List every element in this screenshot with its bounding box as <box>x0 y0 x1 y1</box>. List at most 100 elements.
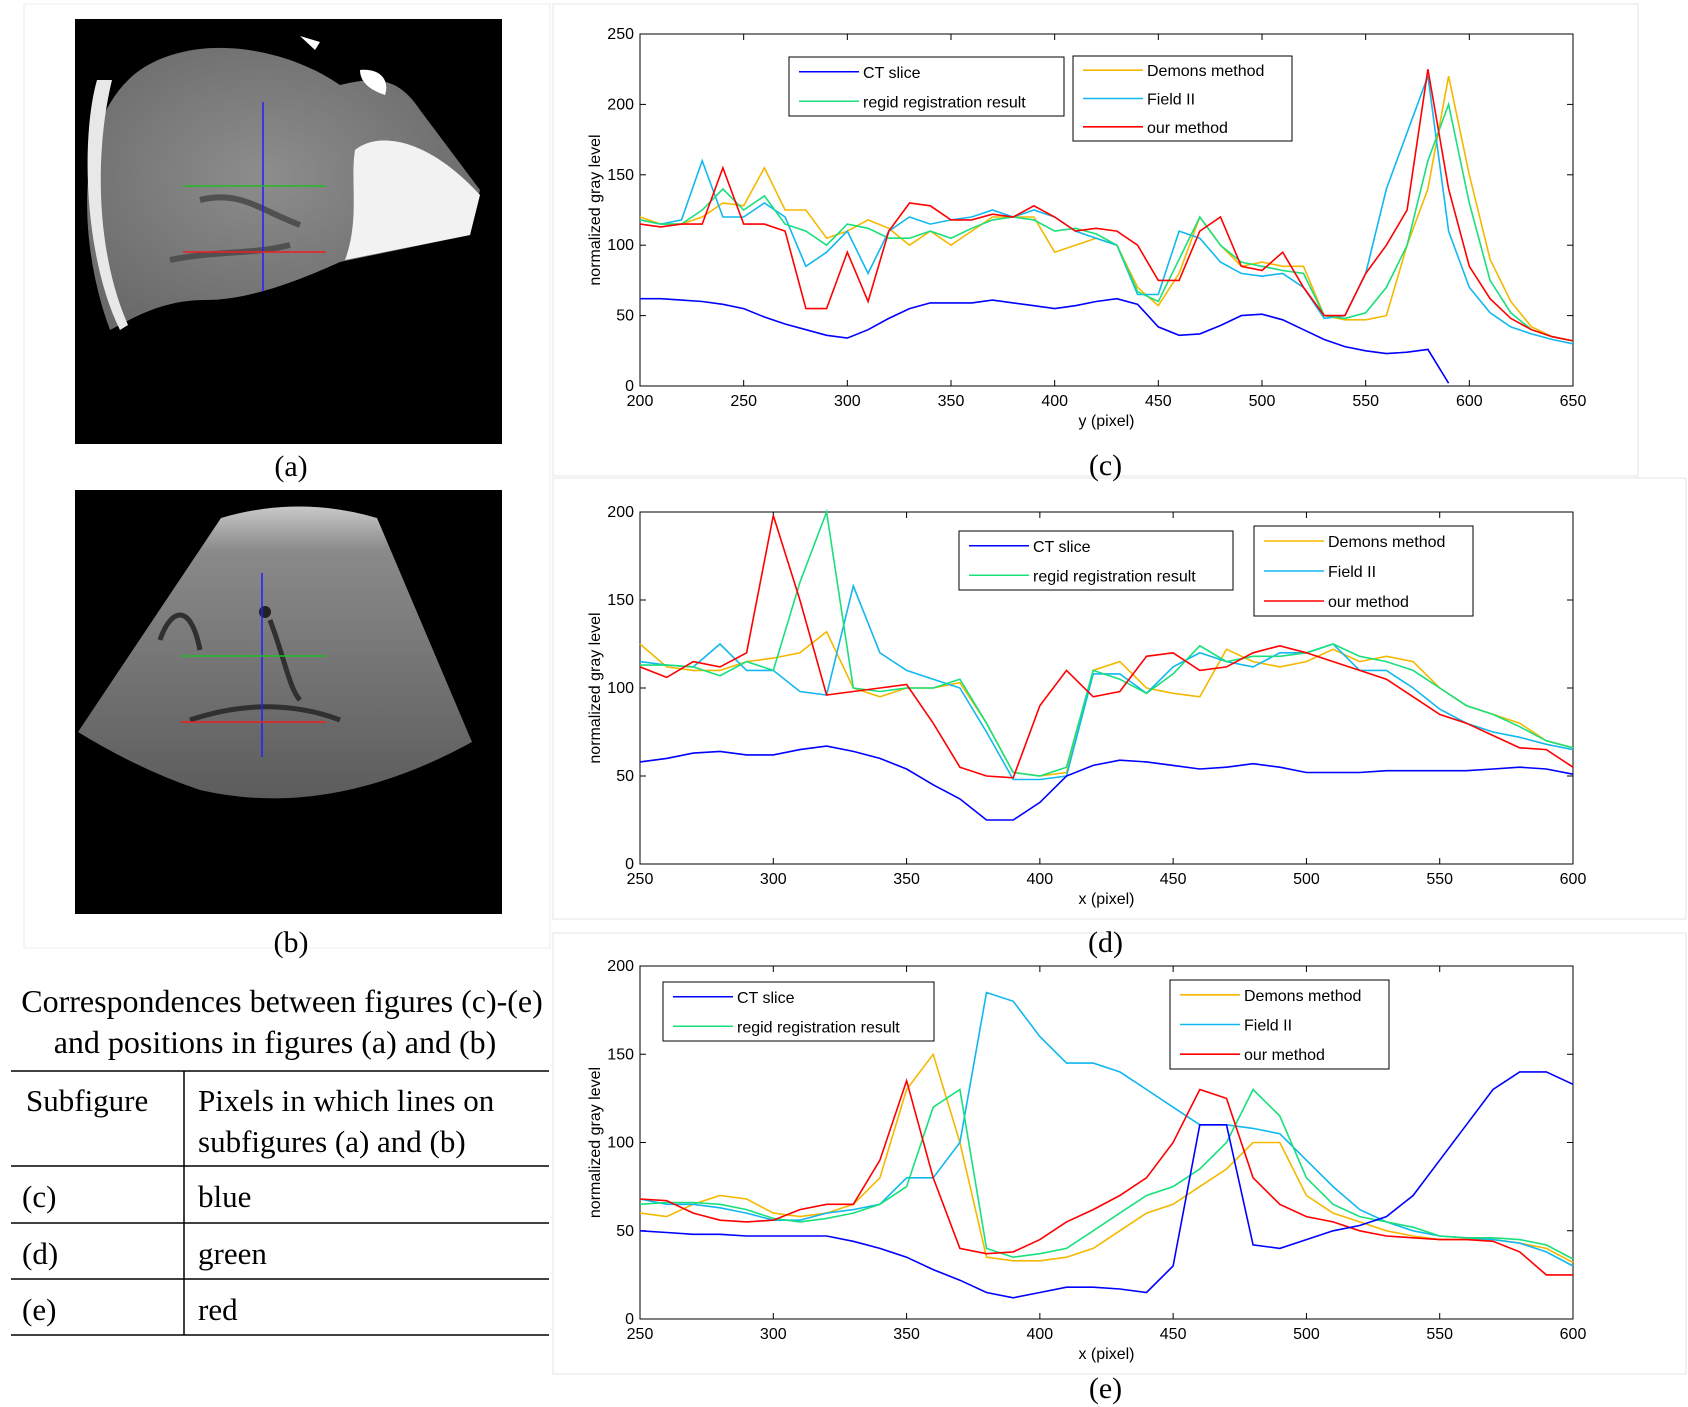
y-tick-label: 100 <box>607 1135 634 1152</box>
ultrasound-image <box>75 490 502 914</box>
x-tick-label: 450 <box>1145 393 1172 410</box>
y-tick-label: 200 <box>607 958 634 975</box>
x-tick-label: 350 <box>938 393 965 410</box>
x-tick-label: 250 <box>627 1326 654 1343</box>
series-line <box>639 1077 1573 1276</box>
x-tick-label: 500 <box>1249 393 1276 410</box>
legend-label: Demons method <box>1244 988 1361 1005</box>
table-cell: green <box>198 1236 267 1271</box>
x-tick-label: 250 <box>627 871 654 888</box>
x-tick-label: 600 <box>1456 393 1483 410</box>
series-line <box>639 69 1574 342</box>
y-tick-label: 150 <box>607 1046 634 1063</box>
y-tick-label: 200 <box>607 504 634 521</box>
table-cell: red <box>198 1292 238 1327</box>
x-tick-label: 450 <box>1160 871 1187 888</box>
legend-label: our method <box>1328 594 1409 611</box>
x-tick-label: 550 <box>1426 871 1453 888</box>
table-cell: (d) <box>22 1236 58 1271</box>
x-tick-label: 650 <box>1560 393 1587 410</box>
x-tick-label: 400 <box>1027 871 1054 888</box>
x-tick-label: 550 <box>1426 1326 1453 1343</box>
legend-box <box>788 56 1065 117</box>
series-line <box>639 745 1574 821</box>
x-tick-label: 250 <box>730 393 757 410</box>
x-tick-label: 450 <box>1160 1326 1187 1343</box>
y-tick-label: 50 <box>616 768 634 785</box>
series-line <box>639 1052 1574 1264</box>
legend-label: CT slice <box>1033 539 1091 556</box>
y-tick-label: 50 <box>616 308 634 325</box>
charts: 200 250 300 350 400 450 500 550 600 6500501001502… <box>587 26 1586 1405</box>
y-tick-label: 0 <box>625 1311 634 1328</box>
line-chart: 250 300 350 400 450 500 550 600 0 50 100 150 200 x (p… <box>587 504 1586 959</box>
y-tick-label: 0 <box>625 378 634 395</box>
x-tick-label: 400 <box>1041 393 1068 410</box>
figure-caption: (b) <box>274 926 309 959</box>
legend-label: Field II <box>1147 92 1195 109</box>
frame <box>552 3 1639 477</box>
frame <box>552 477 1687 920</box>
table-body: (c) blue (d) green (e) red <box>22 1179 267 1327</box>
y-tick-label: 50 <box>616 1223 634 1240</box>
series-line <box>639 75 1574 345</box>
legend-label: Demons method <box>1328 534 1445 551</box>
figure-caption: (a) <box>274 450 307 483</box>
legend-label: Demons method <box>1147 63 1264 80</box>
x-tick-label: 300 <box>834 393 861 410</box>
x-axis-label: x (pixel) <box>1078 891 1134 908</box>
legend-label: regid registration result <box>1033 568 1196 585</box>
series-line <box>639 515 1574 779</box>
x-tick-label: 300 <box>760 871 787 888</box>
legend-label: regid registration result <box>737 1019 900 1036</box>
y-tick-label: 150 <box>607 592 634 609</box>
legend-label: Field II <box>1328 564 1376 581</box>
y-axis-label: normalized gray level <box>587 1067 604 1218</box>
legend-label: our method <box>1147 120 1228 137</box>
y-tick-label: 150 <box>607 167 634 184</box>
y-axis-label: normalized gray level <box>587 612 604 763</box>
series-line <box>640 297 1450 384</box>
y-tick-label: 250 <box>607 26 634 43</box>
x-tick-label: 300 <box>760 1326 787 1343</box>
chart-caption: (e) <box>1089 1372 1122 1405</box>
legend-label: regid registration result <box>863 94 1026 111</box>
series-line <box>639 991 1574 1267</box>
series-line <box>639 101 1574 342</box>
legend-label: CT slice <box>737 990 795 1007</box>
table-cell: (c) <box>22 1179 56 1214</box>
series-line <box>640 508 1574 777</box>
legend-label: Field II <box>1244 1018 1292 1035</box>
x-tick-label: 600 <box>1560 871 1587 888</box>
x-tick-label: 350 <box>893 1326 920 1343</box>
y-tick-label: 0 <box>625 856 634 873</box>
frame <box>552 932 1687 1375</box>
legend-box <box>958 530 1234 591</box>
chart-caption: (d) <box>1088 926 1123 959</box>
x-tick-label: 400 <box>1027 1326 1054 1343</box>
legend-label: CT slice <box>863 65 921 82</box>
table-rules <box>11 1070 549 1336</box>
frame <box>23 3 551 949</box>
legend-label: our method <box>1244 1047 1325 1064</box>
x-tick-label: 350 <box>893 871 920 888</box>
chart-caption: (c) <box>1089 449 1122 482</box>
x-tick-label: 600 <box>1560 1326 1587 1343</box>
table-header: Subfigure <box>26 1083 148 1118</box>
series-line <box>639 1088 1574 1260</box>
table-title: and positions in figures (a) and (b) <box>54 1024 497 1060</box>
y-tick-label: 100 <box>607 237 634 254</box>
x-tick-label: 200 <box>627 393 654 410</box>
line-chart: 250 300 350 400 450 500 550 600 0 50 100 150 200 x (p… <box>587 958 1586 1405</box>
x-tick-label: 500 <box>1293 871 1320 888</box>
series-line <box>639 1071 1574 1299</box>
x-tick-label: 550 <box>1352 393 1379 410</box>
x-axis-label: x (pixel) <box>1078 1346 1134 1363</box>
x-axis-label: y (pixel) <box>1078 413 1134 430</box>
x-tick-label: 500 <box>1293 1326 1320 1343</box>
series-line <box>639 583 1574 781</box>
table-title: Correspondences between figures (c)-(e) <box>21 983 543 1019</box>
legend-box <box>662 981 935 1042</box>
y-axis-label: normalized gray level <box>587 134 604 285</box>
